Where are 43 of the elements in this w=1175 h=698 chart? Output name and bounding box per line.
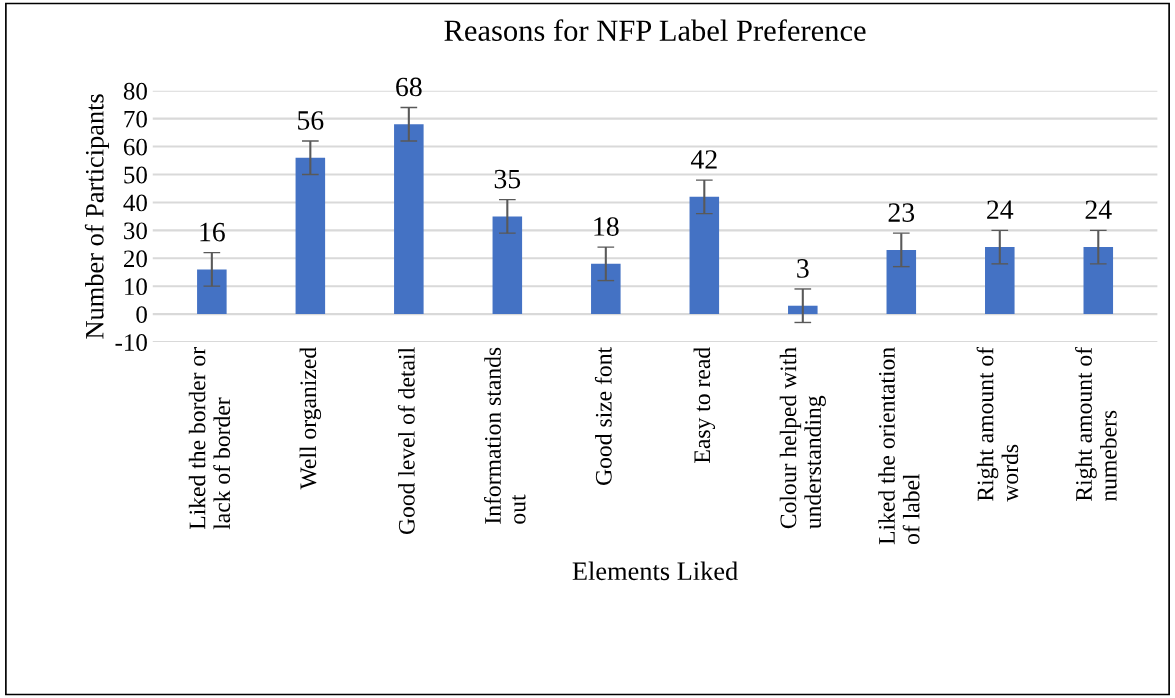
y-tick-label: 60 [123,138,147,156]
bar [1083,247,1114,315]
chart-title: Reasons for NFP Label Preference [444,19,866,42]
bar [689,196,720,315]
x-tick-label: Liked the orientation of label [878,347,920,545]
bar [394,124,424,315]
x-tick-label: Right amount of numebers [1075,346,1117,502]
data-label: 18 [594,217,619,236]
y-tick-label: 0 [136,306,147,324]
bar [886,249,917,315]
x-tick-label: Good size font [594,347,612,485]
bar [788,305,818,315]
x-tick-label: Well organized [299,347,322,490]
y-tick-label: 10 [125,278,147,296]
x-tick-label: Easy to read [693,347,716,463]
data-label: 56 [298,111,324,130]
y-tick-label: 40 [123,194,147,212]
data-label: 24 [1085,200,1112,219]
bar [197,269,227,315]
y-tick-label: 30 [124,222,147,240]
y-tick-label: 50 [124,166,147,184]
x-tick-label: Right amount of words [976,346,1019,502]
x-tick-label: Colour helped with understanding [779,347,826,529]
y-tick-label: -10 [115,334,147,351]
data-label: 16 [200,222,225,242]
data-label: 24 [987,200,1014,219]
y-axis-title: Number of Participants [84,94,110,339]
y-tick-label: 70 [124,110,147,128]
x-axis-title: Elements Liked [572,561,738,581]
data-label: 23 [888,203,915,222]
bar [985,247,1015,315]
data-label: 42 [690,150,717,169]
bar [591,263,621,315]
x-tick-label: Information stands out [484,347,526,524]
x-tick-label: Good level of detail [397,347,415,535]
data-label: 35 [494,169,521,189]
y-tick-label: 20 [123,250,147,268]
bar [492,216,523,315]
data-label: 68 [396,77,422,97]
data-label: 3 [797,259,809,278]
y-tick-label: 80 [123,82,147,100]
bar [295,157,326,315]
x-tick-label: Liked the border or lack of border [188,347,231,530]
